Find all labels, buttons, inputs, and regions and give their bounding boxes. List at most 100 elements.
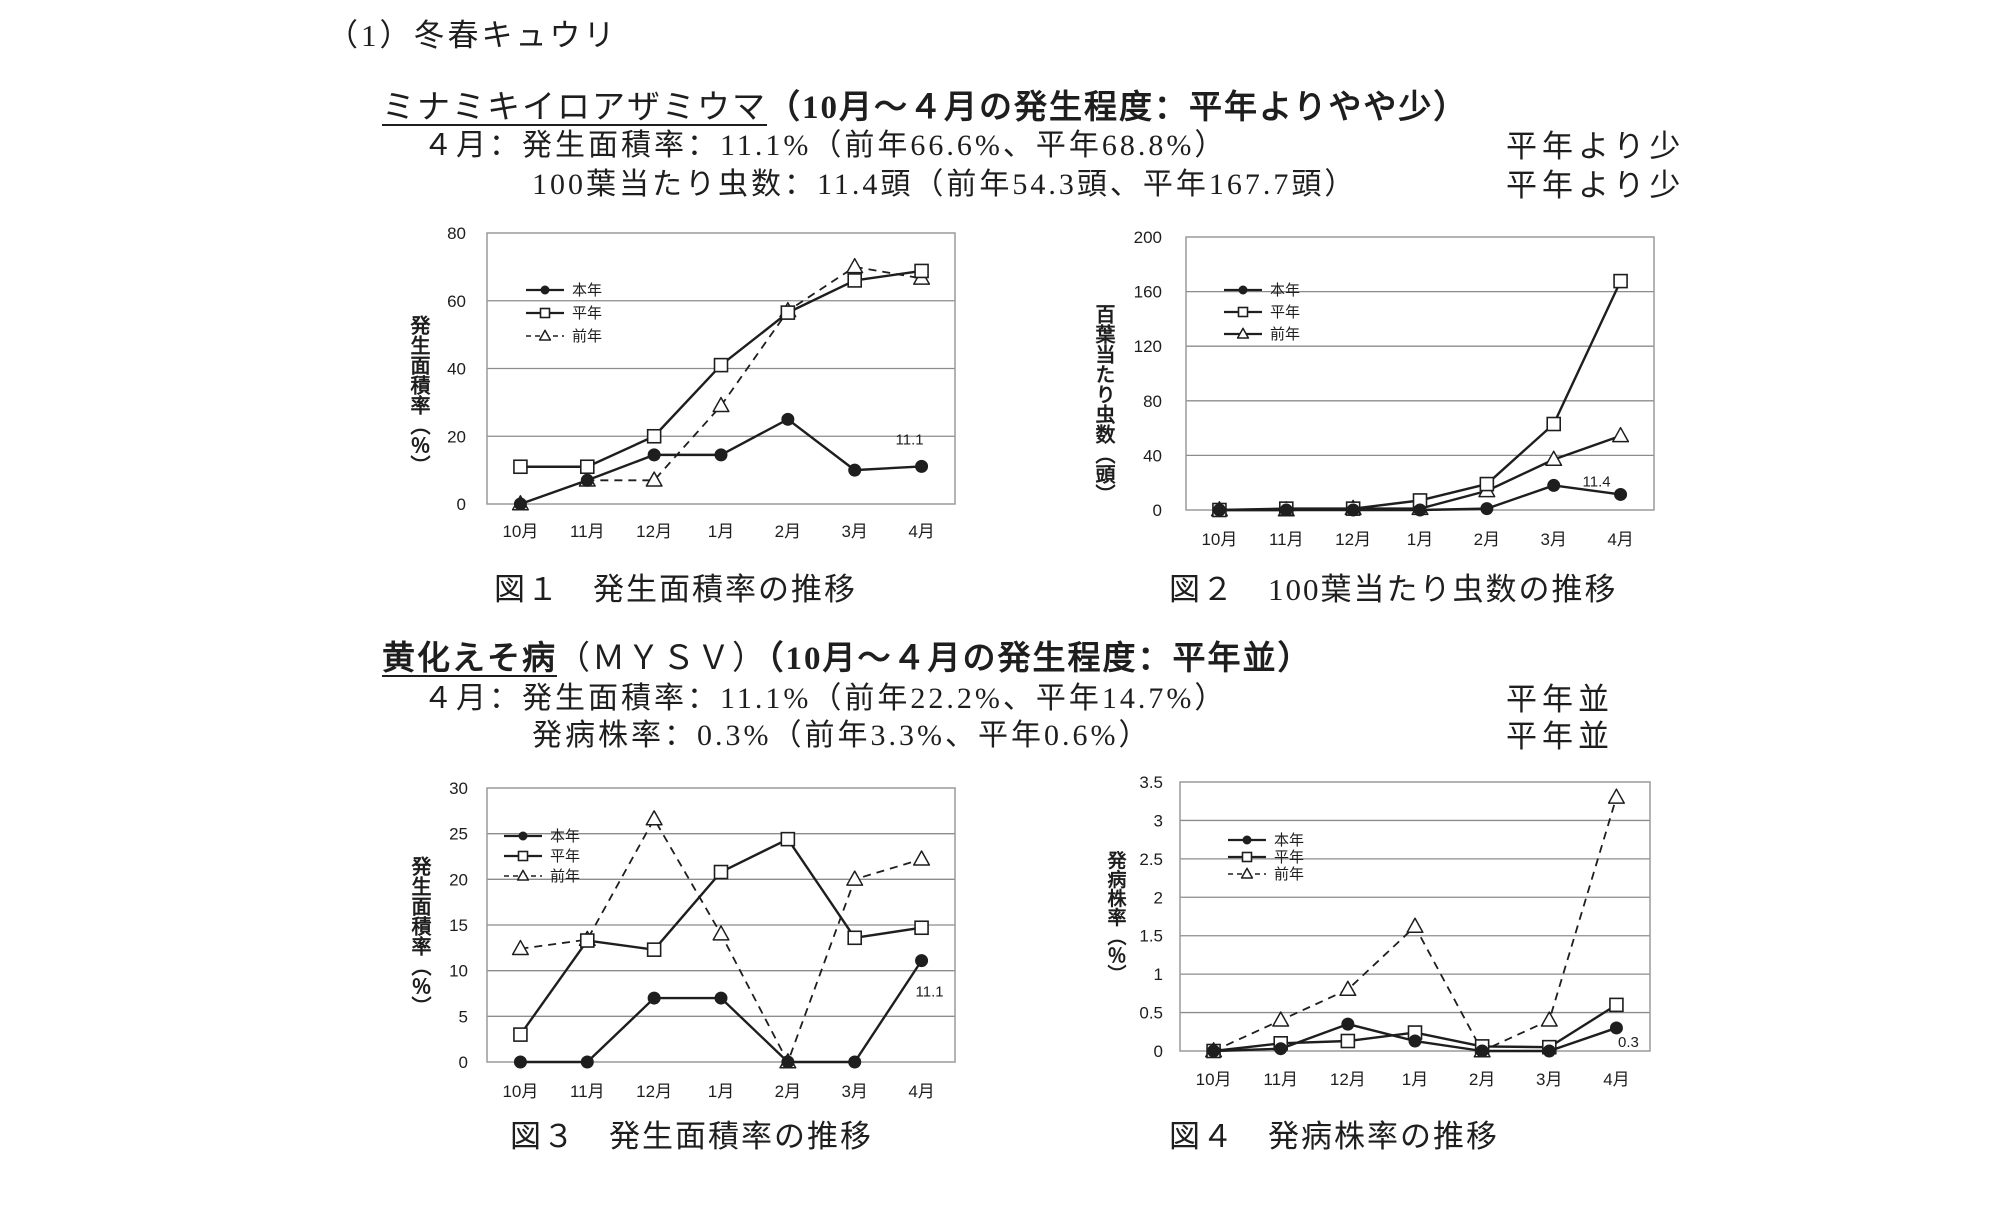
data-point-this-year — [1346, 503, 1360, 517]
x-tick-label: 2月 — [775, 1082, 801, 1101]
data-point-this-year — [848, 463, 862, 477]
x-tick-label: 10月 — [502, 1082, 538, 1101]
assessment-label: 平年並 — [1506, 719, 1614, 754]
x-tick-label: 4月 — [1607, 530, 1633, 549]
pest-name: 黄化えそ病 — [382, 641, 557, 677]
y-tick-label: 0 — [457, 495, 466, 514]
data-point-this-year — [781, 1055, 795, 1069]
legend-item-last-year: 前年 — [504, 868, 580, 885]
x-tick-label: 10月 — [1201, 530, 1237, 549]
pest-name: ミナミキイロアザミウマ — [382, 90, 767, 126]
data-point-last-year — [846, 870, 864, 886]
data-point-this-year — [1480, 502, 1494, 516]
data-point-last-year — [846, 257, 864, 274]
y-tick-label: 0 — [1154, 1042, 1163, 1061]
x-tick-label: 1月 — [1402, 1070, 1428, 1089]
x-tick-label: 3月 — [841, 1082, 867, 1101]
pest-heading-thrips: ミナミキイロアザミウマ（10月～４月の発生程度：平年よりやや少） — [382, 90, 1468, 128]
data-point-this-year — [915, 459, 929, 473]
y-tick-label: 0 — [459, 1053, 468, 1072]
legend-label: 平年 — [550, 848, 580, 865]
y-tick-label: 25 — [449, 825, 468, 844]
legend-item-average-year: 平年 — [1224, 304, 1300, 321]
x-tick-label: 11月 — [1269, 530, 1304, 549]
x-tick-label: 12月 — [1330, 1070, 1366, 1089]
data-point-average-year — [1546, 416, 1562, 432]
y-tick-label: 40 — [447, 360, 466, 379]
x-tick-label: 3月 — [1540, 530, 1566, 549]
x-tick-label: 3月 — [841, 522, 867, 541]
data-point-last-year — [712, 925, 730, 941]
legend-marker-icon — [1238, 285, 1248, 295]
data-point-last-year — [913, 850, 931, 866]
y-tick-label: 30 — [449, 779, 468, 798]
x-tick-label: 12月 — [636, 522, 672, 541]
data-point-this-year — [513, 1055, 527, 1069]
data-point-average-year — [646, 942, 662, 957]
x-tick-label: 1月 — [708, 1082, 734, 1101]
data-point-last-year — [1545, 450, 1563, 466]
legend-label: 平年 — [1274, 849, 1304, 866]
y-tick-label: 0 — [1153, 501, 1162, 520]
legend-label: 本年 — [572, 282, 602, 299]
legend-item-this-year: 本年 — [1228, 832, 1304, 849]
data-point-this-year — [1212, 503, 1226, 517]
pest-summary: （10月～４月の発生程度：平年並） — [767, 641, 1313, 677]
legend-label: 前年 — [1270, 326, 1300, 343]
data-point-this-year — [1542, 1044, 1556, 1058]
data-point-this-year — [714, 991, 728, 1005]
y-tick-label: 80 — [447, 224, 466, 243]
series-line-this-year — [520, 959, 923, 1064]
legend-label: 平年 — [572, 305, 602, 322]
data-point-average-year — [1613, 273, 1628, 289]
y-tick-label: 20 — [449, 870, 468, 889]
x-tick-label: 2月 — [1474, 530, 1500, 549]
figure-caption-4: 図４ 発病株率の推移 — [1169, 1119, 1499, 1154]
legend-marker-icon — [1241, 851, 1253, 863]
y-tick-label: 2.5 — [1139, 850, 1163, 869]
legend-item-this-year: 本年 — [526, 282, 602, 299]
stat-line-area-rate: ４月：発生面積率：11.1%（前年22.2%、平年14.7%） — [423, 682, 1228, 715]
y-axis-label: 発生面積率（％） — [407, 314, 431, 475]
data-point-last-year — [1607, 788, 1625, 804]
data-point-average-year — [780, 831, 796, 847]
data-point-this-year — [513, 497, 527, 511]
assessment-label: 平年並 — [1506, 682, 1614, 717]
data-point-this-year — [915, 954, 929, 968]
data-label: 11.4 — [1583, 473, 1611, 490]
legend-marker-icon — [1240, 867, 1254, 879]
data-point-this-year — [848, 1055, 862, 1069]
data-point-this-year — [580, 473, 594, 487]
data-point-average-year — [579, 933, 595, 948]
y-tick-label: 3 — [1154, 811, 1163, 830]
y-tick-label: 3.5 — [1139, 773, 1163, 792]
data-label: 0.3 — [1618, 1034, 1639, 1051]
data-point-average-year — [1340, 1033, 1356, 1049]
data-point-average-year — [914, 263, 929, 279]
data-point-average-year — [646, 428, 662, 444]
y-axis-label: 百葉当たり虫数（頭） — [1092, 304, 1116, 504]
data-point-last-year — [1272, 1011, 1290, 1027]
plot-frame — [486, 787, 956, 1063]
data-point-last-year — [712, 396, 730, 413]
x-tick-label: 11月 — [1263, 1070, 1298, 1089]
y-axis-label: 発病株率（％） — [1105, 849, 1128, 983]
legend-marker-icon — [539, 307, 551, 319]
data-point-last-year — [511, 939, 529, 956]
x-tick-label: 10月 — [1196, 1070, 1232, 1089]
data-point-last-year — [645, 471, 663, 487]
legend-marker-icon — [518, 831, 528, 841]
y-tick-label: 2 — [1154, 888, 1163, 907]
legend-marker-icon — [540, 285, 550, 295]
y-tick-label: 80 — [1143, 392, 1162, 411]
data-point-average-year — [579, 459, 595, 475]
data-point-average-year — [847, 273, 863, 288]
pest-heading-mysv: 黄化えそ病（ＭＹＳＶ）（10月～４月の発生程度：平年並） — [382, 641, 1313, 679]
data-point-this-year — [1408, 1034, 1422, 1048]
data-point-last-year — [1406, 917, 1424, 933]
legend-label: 前年 — [550, 868, 580, 885]
data-point-last-year — [1612, 426, 1630, 443]
legend-label: 前年 — [1274, 866, 1304, 883]
y-tick-label: 40 — [1143, 446, 1162, 465]
x-tick-label: 12月 — [636, 1082, 672, 1101]
